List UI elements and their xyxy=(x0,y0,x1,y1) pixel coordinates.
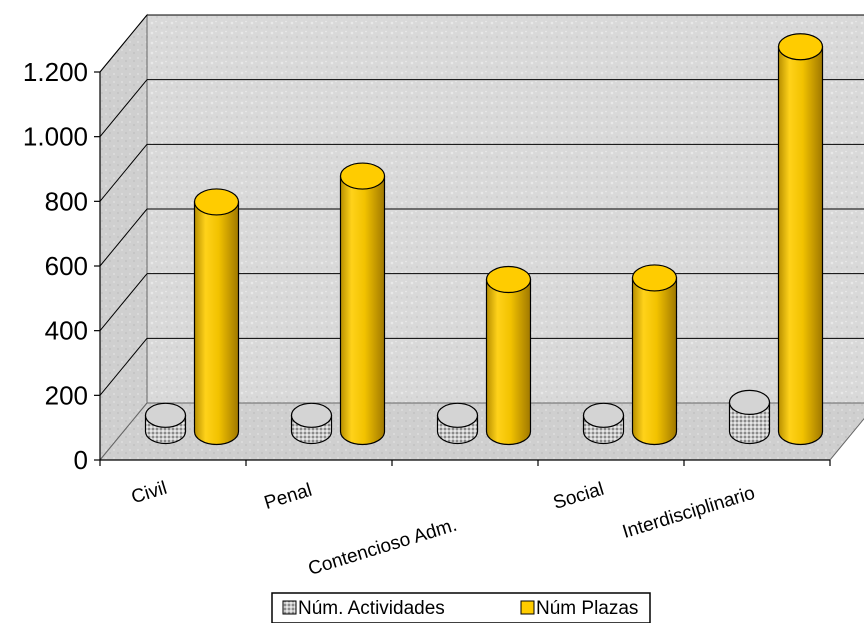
bar-actividades xyxy=(144,402,187,445)
gridline-side xyxy=(99,208,148,267)
legend-swatch-actividades xyxy=(282,600,297,615)
axes xyxy=(94,71,831,466)
x-tick-label: Contencioso Adm. xyxy=(306,515,460,580)
bar-plazas xyxy=(485,265,532,446)
bar-actividades xyxy=(582,402,625,445)
legend: Núm. Actividades Núm Plazas xyxy=(271,592,651,623)
legend-label-actividades: Núm. Actividades xyxy=(298,598,445,619)
x-tick-label: Penal xyxy=(262,480,315,514)
x-tick-label: Social xyxy=(551,479,607,514)
bar-plazas xyxy=(339,162,386,446)
legend-swatch-plazas xyxy=(520,600,535,615)
y-tick-label: 200 xyxy=(45,380,88,410)
legend-box xyxy=(271,592,651,623)
gridline-side xyxy=(99,338,148,396)
legend-label-plazas: Núm Plazas xyxy=(536,598,638,619)
y-axis-labels: 0 200 400 600 800 1.000 1.200 xyxy=(23,57,88,475)
bars xyxy=(144,33,824,446)
gridline-side xyxy=(99,79,148,137)
x-tick-label: Civil xyxy=(129,478,169,509)
y-tick-label: 400 xyxy=(45,316,88,346)
bar-plazas xyxy=(777,33,824,446)
gridline-side xyxy=(99,273,148,331)
y-tick-label: 600 xyxy=(45,251,88,281)
bar-plazas xyxy=(193,188,240,446)
gridline-side xyxy=(99,144,148,202)
gridline-side xyxy=(99,14,148,73)
bar-actividades xyxy=(728,389,771,445)
bar-actividades xyxy=(436,402,479,445)
y-tick-label: 1.000 xyxy=(23,122,88,152)
y-tick-label: 0 xyxy=(74,445,88,475)
x-tick-label: Interdisciplinario xyxy=(620,483,757,543)
bar-actividades xyxy=(290,402,333,445)
y-tick-label: 1.200 xyxy=(23,57,88,87)
bar-plazas xyxy=(631,264,678,446)
y-tick-label: 800 xyxy=(45,186,88,216)
